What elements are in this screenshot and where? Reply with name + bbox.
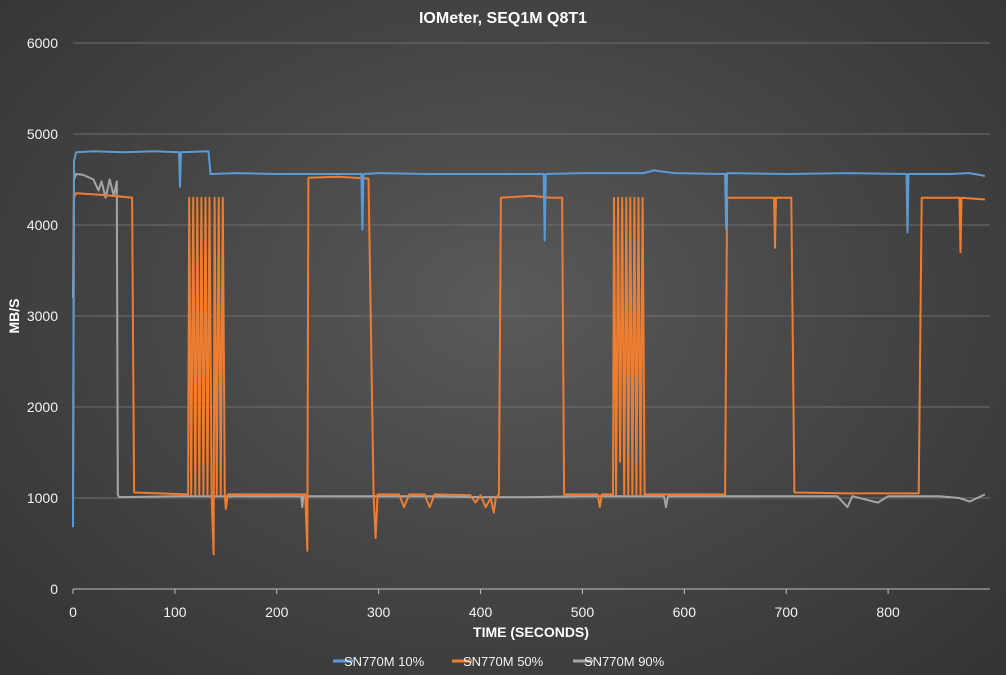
x-tick-label: 100 bbox=[163, 604, 187, 620]
axes: 0 1000 2000 3000 4000 5000 6000 0 100 200 300 400 50… bbox=[27, 35, 990, 620]
y-axis-label: MB/S bbox=[6, 299, 22, 334]
x-tick-label: 700 bbox=[775, 604, 799, 620]
x-axis-label: TIME (SECONDS) bbox=[473, 624, 589, 640]
x-tick-label: 800 bbox=[876, 604, 900, 620]
x-tick-label: 500 bbox=[571, 604, 595, 620]
x-tick-label: 200 bbox=[265, 604, 289, 620]
legend-label: SN770M 50% bbox=[463, 654, 544, 669]
y-tick-label: 0 bbox=[50, 581, 58, 597]
y-tick-label: 1000 bbox=[27, 490, 58, 506]
x-tick-label: 0 bbox=[69, 604, 77, 620]
y-tick-label: 5000 bbox=[27, 126, 58, 142]
series-layer bbox=[72, 150, 986, 556]
series-line-90pct bbox=[72, 173, 986, 509]
legend-label: SN770M 10% bbox=[344, 654, 425, 669]
y-tick-label: 4000 bbox=[27, 217, 58, 233]
legend-label: SN770M 90% bbox=[584, 654, 665, 669]
x-tick-label: 400 bbox=[469, 604, 493, 620]
y-tick-label: 2000 bbox=[27, 399, 58, 415]
x-tick-label: 600 bbox=[673, 604, 697, 620]
x-tick-label: 300 bbox=[367, 604, 391, 620]
series-line-10pct bbox=[72, 150, 986, 528]
y-tick-label: 3000 bbox=[27, 308, 58, 324]
legend: SN770M 10% SN770M 50% SN770M 90% bbox=[333, 654, 665, 669]
chart-title: IOMeter, SEQ1M Q8T1 bbox=[419, 10, 587, 27]
series-line-50pct bbox=[72, 175, 985, 556]
y-tick-label: 6000 bbox=[27, 35, 58, 51]
